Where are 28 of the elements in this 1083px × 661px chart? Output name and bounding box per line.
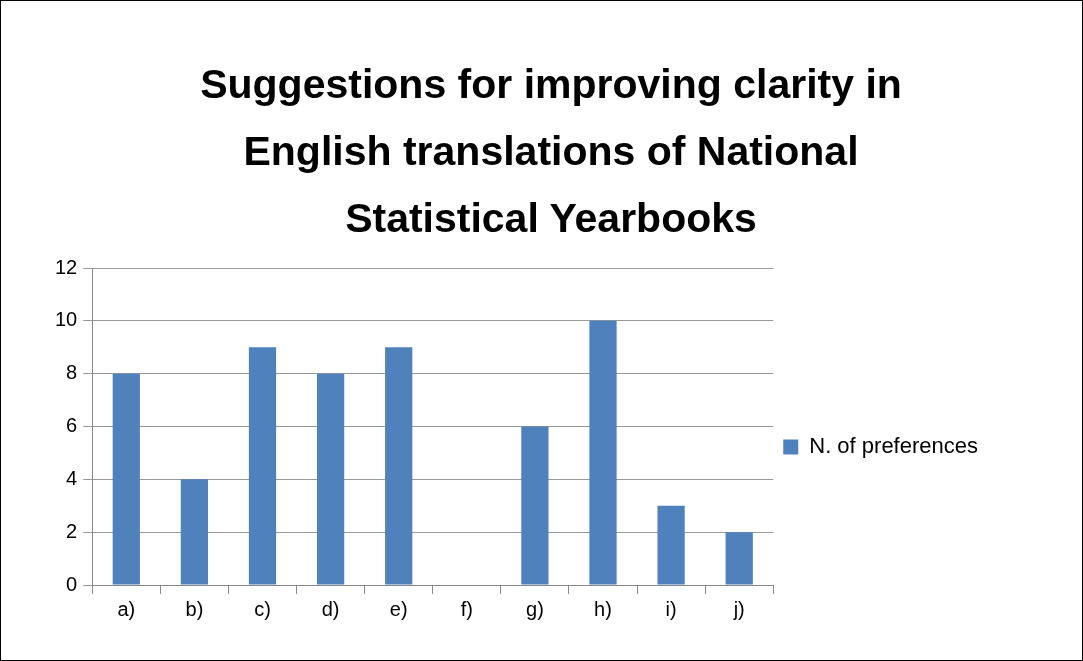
bar [385, 347, 413, 585]
x-tick-label: c) [254, 597, 271, 620]
bar [180, 479, 209, 585]
x-tick-label: g) [526, 597, 544, 620]
bar [521, 426, 549, 585]
legend-label: N. of preferences [809, 433, 978, 459]
y-tick-label: 8 [66, 361, 78, 384]
x-tick-label: d) [321, 597, 340, 620]
bar [657, 505, 685, 585]
x-tick-label: h) [594, 597, 612, 620]
x-tick-label: f) [460, 597, 473, 620]
x-tick-label: i) [665, 597, 677, 620]
x-tick-label: b) [185, 597, 204, 620]
chart-title: Suggestions for improving clarity in English translations of National Statistical Yearbooks [199, 60, 903, 243]
y-tick-label: 12 [55, 255, 78, 278]
bar [112, 373, 140, 585]
bar [589, 320, 617, 585]
y-tick-label: 4 [66, 466, 78, 489]
x-tick-label: j) [732, 597, 745, 620]
x-tick-label: e) [389, 597, 408, 620]
bar [725, 532, 753, 585]
y-tick-label: 2 [66, 519, 78, 542]
bar [316, 373, 345, 585]
y-tick-label: 10 [55, 308, 78, 331]
x-tick-label: a) [117, 597, 136, 620]
y-tick-label: 0 [66, 572, 78, 595]
y-tick-label: 6 [66, 414, 78, 437]
bar [248, 347, 277, 585]
